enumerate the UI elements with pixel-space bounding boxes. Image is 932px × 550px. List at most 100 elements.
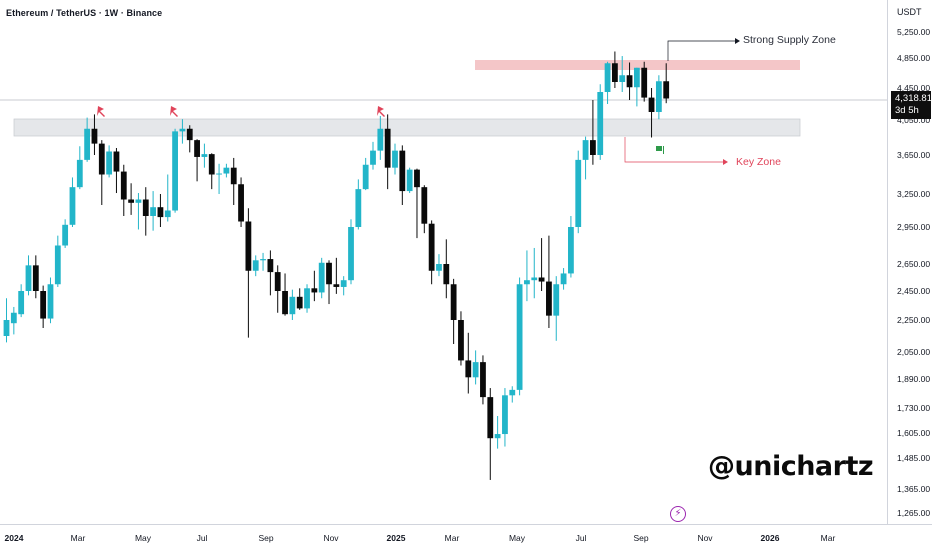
- last-price-tag: 4,318.81 3d 5h: [891, 91, 932, 119]
- price-tick-label: 1,265.00: [897, 508, 930, 518]
- candle-countdown: 3d 5h: [895, 105, 919, 116]
- time-tick-label: May: [135, 533, 152, 543]
- candle-body: [282, 291, 288, 315]
- flag-pin-icon: [377, 106, 385, 117]
- candle-body: [531, 277, 538, 281]
- price-tick-label: 2,250.00: [897, 315, 930, 325]
- price-tick-label: 5,250.00: [897, 27, 930, 37]
- candle-body: [538, 277, 545, 282]
- candle-body: [553, 284, 560, 316]
- price-tick-label: 2,450.00: [897, 286, 930, 296]
- price-tick-label: 2,650.00: [897, 259, 930, 269]
- candle-body: [575, 159, 582, 227]
- candle-body: [348, 227, 354, 281]
- candle-body: [230, 167, 237, 185]
- candle-body: [47, 284, 54, 319]
- candle-body: [113, 151, 120, 172]
- time-tick-label: 2026: [761, 533, 780, 543]
- candle-body: [150, 207, 156, 216]
- candle-body: [245, 221, 252, 271]
- candle-body: [128, 199, 135, 203]
- time-tick-label: 2025: [387, 533, 406, 543]
- candle-body: [142, 199, 149, 216]
- candle-body: [216, 173, 222, 175]
- time-tick-label: Mar: [821, 533, 836, 543]
- chart-title: Ethereum / TetherUS · 1W · Binance: [6, 8, 163, 18]
- candle-body: [186, 128, 193, 141]
- key-arrow: [624, 137, 723, 163]
- candle-body: [208, 154, 215, 175]
- candle-body: [663, 81, 670, 99]
- candle-body: [626, 75, 633, 88]
- candle-body: [384, 128, 391, 168]
- candle-body: [10, 312, 17, 324]
- candle-body: [443, 264, 450, 285]
- price-tick-label: 2,950.00: [897, 222, 930, 232]
- price-tick-label: 1,485.00: [897, 453, 930, 463]
- candle-body: [633, 67, 640, 88]
- candle-body: [582, 140, 589, 160]
- time-tick-label: Nov: [697, 533, 713, 543]
- candle-body: [406, 169, 413, 192]
- time-tick-label: Mar: [445, 533, 460, 543]
- flag-pin-icon: [656, 146, 664, 154]
- candle-body: [604, 63, 611, 92]
- candle-body: [641, 67, 648, 98]
- price-tick-label: 1,605.00: [897, 428, 930, 438]
- candle-body: [648, 97, 655, 112]
- candle-body: [106, 151, 113, 175]
- candle-body: [326, 262, 332, 285]
- last-price-value: 4,318.81: [895, 93, 932, 104]
- price-tick-label: 2,050.00: [897, 347, 930, 357]
- candle-body: [502, 395, 508, 435]
- candle-body: [480, 362, 486, 398]
- currency-unit: USDT: [897, 7, 922, 17]
- candle-body: [524, 280, 530, 285]
- time-tick-label: Mar: [71, 533, 86, 543]
- price-tick-label: 1,730.00: [897, 403, 930, 413]
- candle-body: [164, 210, 171, 218]
- candle-body: [274, 272, 281, 291]
- candle-body: [40, 291, 47, 319]
- candle-body: [18, 291, 25, 315]
- candle-body: [436, 264, 442, 271]
- time-tick-label: Jul: [576, 533, 587, 543]
- candle-body: [54, 245, 61, 285]
- candle-body: [84, 128, 91, 160]
- candle-body: [311, 288, 318, 293]
- candle-body: [340, 280, 347, 287]
- candle-body: [399, 150, 406, 192]
- candle-body: [619, 75, 626, 82]
- candle-body: [179, 128, 186, 132]
- time-tick-label: 2024: [5, 533, 24, 543]
- candle-body: [428, 223, 435, 271]
- candle-body: [69, 187, 76, 225]
- candle-body: [194, 140, 200, 157]
- candle-body: [362, 164, 369, 190]
- candle-body: [91, 128, 98, 144]
- candle-body: [98, 143, 105, 175]
- candle-body: [597, 92, 604, 155]
- candle-body: [25, 265, 32, 291]
- candle-body: [157, 207, 164, 218]
- supply-zone-band: [475, 60, 800, 70]
- time-tick-label: Jul: [197, 533, 208, 543]
- candle-body: [260, 259, 266, 261]
- candle-body: [62, 224, 69, 246]
- candle-body: [201, 154, 208, 157]
- flash-icon[interactable]: ⚡: [670, 506, 686, 522]
- candle-body: [267, 259, 274, 273]
- candle-body: [392, 150, 398, 168]
- candle-body: [223, 167, 230, 174]
- candle-body: [546, 281, 552, 316]
- candle-body: [450, 284, 457, 320]
- candle-body: [568, 227, 574, 274]
- time-tick-label: Sep: [633, 533, 648, 543]
- flag-pin-icon: [170, 106, 178, 117]
- candle-body: [76, 159, 83, 188]
- candle-body: [465, 360, 472, 378]
- candle-body: [421, 187, 428, 224]
- candle-body: [120, 171, 127, 200]
